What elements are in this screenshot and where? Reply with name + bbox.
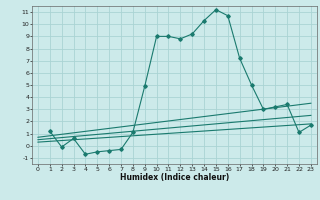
X-axis label: Humidex (Indice chaleur): Humidex (Indice chaleur) bbox=[120, 173, 229, 182]
